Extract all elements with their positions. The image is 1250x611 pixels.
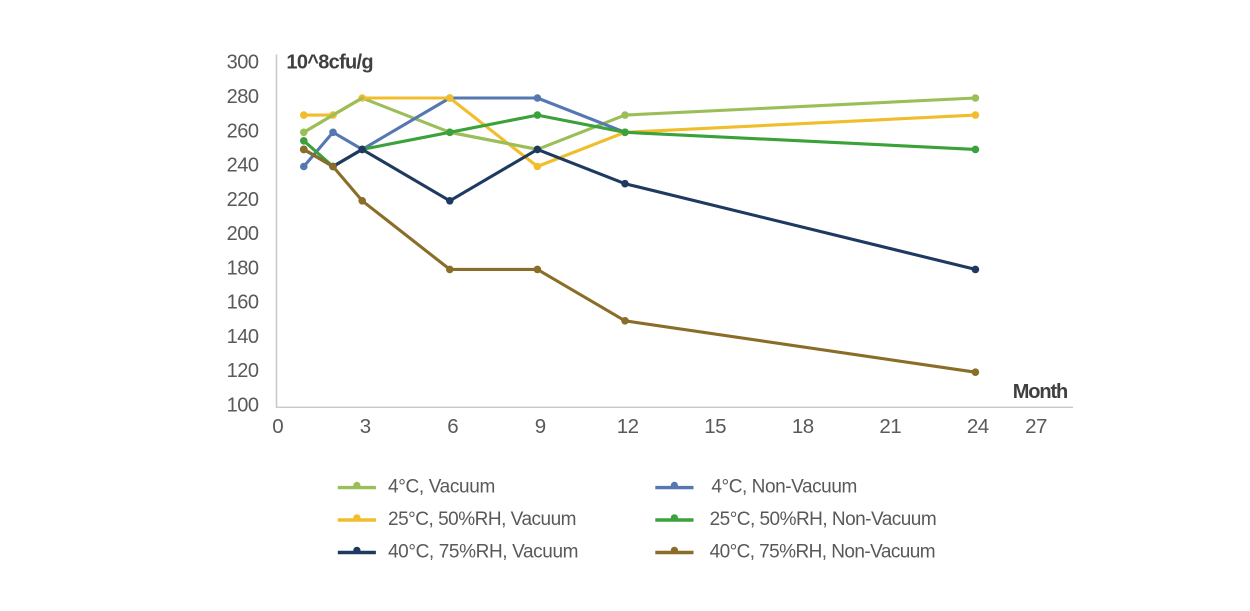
svg-text:4°C, Non-Vacuum: 4°C, Non-Vacuum [711,477,856,498]
svg-text:18: 18 [792,415,814,438]
svg-text:300: 300 [227,52,259,74]
svg-text:100: 100 [227,395,259,417]
svg-text:200: 200 [227,223,259,245]
svg-text:160: 160 [227,292,259,314]
svg-text:27: 27 [1025,415,1047,438]
svg-text:21: 21 [879,415,901,438]
svg-text:9: 9 [535,415,546,438]
svg-text:240: 240 [227,155,259,177]
svg-text:280: 280 [227,86,259,108]
svg-text:3: 3 [360,415,371,438]
svg-text:25°C, 50%RH, Non-Vacuum: 25°C, 50%RH, Non-Vacuum [710,509,937,530]
svg-text:0: 0 [272,415,283,438]
svg-text:24: 24 [967,415,989,438]
svg-text:Month: Month [1013,381,1067,403]
svg-text:6: 6 [447,415,458,438]
svg-text:4°C, Vacuum: 4°C, Vacuum [388,477,495,498]
svg-text:220: 220 [227,189,259,211]
svg-text:180: 180 [227,257,259,279]
svg-text:10^8cfu/g: 10^8cfu/g [286,51,373,73]
svg-text:40°C, 75%RH, Non-Vacuum: 40°C, 75%RH, Non-Vacuum [710,542,935,563]
svg-text:25°C, 50%RH, Vacuum: 25°C, 50%RH, Vacuum [388,509,576,530]
svg-text:140: 140 [227,326,259,348]
svg-text:15: 15 [704,415,726,438]
svg-text:260: 260 [227,120,259,142]
svg-text:120: 120 [227,360,259,382]
svg-text:40°C, 75%RH, Vacuum: 40°C, 75%RH, Vacuum [388,542,578,563]
svg-text:12: 12 [617,415,639,438]
